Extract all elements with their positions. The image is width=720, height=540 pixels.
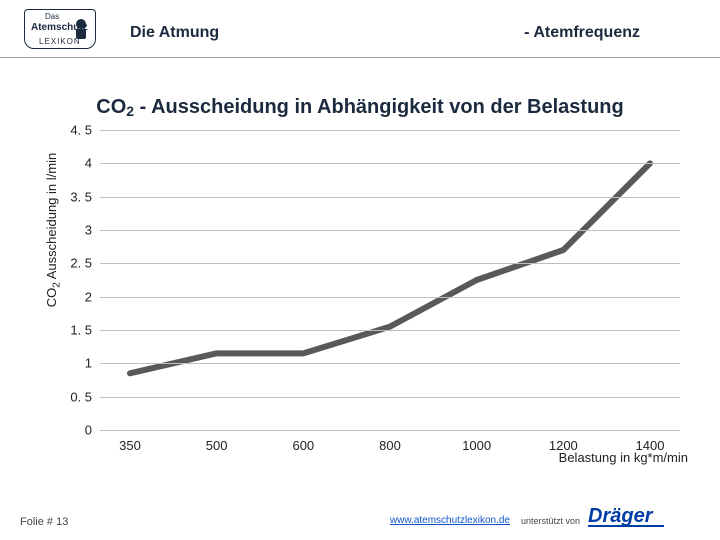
sponsor-logo: Dräger [586,502,706,530]
y-tick-label: 4. 5 [62,123,92,138]
gridline [100,230,680,231]
lecture-title: Die Atmung [130,24,219,42]
y-tick-label: 2 [62,289,92,304]
line-chart-svg [100,130,680,430]
gridline [100,330,680,331]
plot-region: 00. 511. 522. 533. 544. 5350500600800100… [100,130,680,430]
x-tick-label: 800 [360,438,420,453]
y-tick-label: 1 [62,356,92,371]
y-tick-label: 1. 5 [62,323,92,338]
y-tick-label: 3. 5 [62,189,92,204]
chart-title-sub: 2 [126,103,134,119]
y-tick-label: 4 [62,156,92,171]
y-label-pre: CO [44,288,59,308]
gridline [100,363,680,364]
x-tick-label: 1000 [447,438,507,453]
y-tick-label: 0. 5 [62,389,92,404]
x-tick-label: 350 [100,438,160,453]
y-axis-label: CO2 Ausscheidung in l/min [44,80,63,380]
page-title: - Atemfrequenz [524,24,640,42]
gridline [100,163,680,164]
chart-title-post: - Ausscheidung in Abhängigkeit von der B… [134,96,624,118]
sponsor-text: Dräger [588,505,654,527]
logo-text-top: Das [45,12,59,21]
slide-number: Folie # 13 [20,516,68,528]
gridline [100,130,680,131]
chart-title-pre: CO [96,96,126,118]
logo-shield: Das Atemschutz LEXIKON [24,9,96,49]
chart-area: CO2 Ausscheidung in l/min 00. 511. 522. … [30,130,690,470]
y-tick-label: 0 [62,423,92,438]
gridline [100,197,680,198]
gridline [100,263,680,264]
slide-footer: Folie # 13 www.atemschutzlexikon.de unte… [0,500,720,530]
mascot-icon [71,18,91,42]
y-tick-label: 2. 5 [62,256,92,271]
gridline [100,430,680,431]
y-tick-label: 3 [62,223,92,238]
gridline [100,397,680,398]
site-link[interactable]: www.atemschutzlexikon.de [390,515,510,526]
x-axis-label: Belastung in kg*m/min [559,450,688,465]
gridline [100,297,680,298]
y-label-sub: 2 [52,282,63,288]
brand-logo: Das Atemschutz LEXIKON [12,4,108,54]
supported-by-label: unterstützt von [521,516,580,526]
x-tick-label: 600 [273,438,333,453]
slide-header: Das Atemschutz LEXIKON Die Atmung - Atem… [0,0,720,58]
y-label-post: Ausscheidung in l/min [44,153,59,282]
x-tick-label: 500 [187,438,247,453]
chart-title: CO2 - Ausscheidung in Abhängigkeit von d… [0,96,720,119]
data-line [130,163,650,373]
